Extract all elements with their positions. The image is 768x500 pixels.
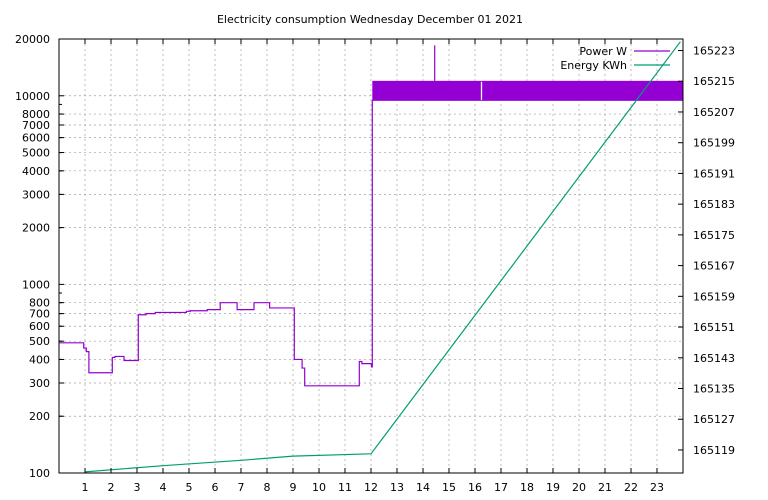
x-tick-label: 12: [364, 481, 378, 494]
y2-tick-label: 165191: [693, 167, 735, 180]
legend-label: Energy KWh: [560, 59, 627, 72]
x-tick-label: 7: [238, 481, 245, 494]
y-tick-label: 1000: [22, 278, 50, 291]
y-tick-label: 5000: [22, 147, 50, 160]
x-tick-label: 5: [186, 481, 193, 494]
x-tick-label: 22: [624, 481, 638, 494]
x-tick-label: 11: [338, 481, 352, 494]
y2-tick-label: 165183: [693, 198, 735, 211]
chart-title: Electricity consumption Wednesday Decemb…: [217, 13, 523, 26]
x-tick-label: 19: [546, 481, 560, 494]
power-band-fill: [372, 80, 683, 101]
x-tick-label: 15: [442, 481, 456, 494]
y2-tick-label: 165215: [693, 75, 735, 88]
series-line-energy-kwh: [84, 41, 681, 473]
y-tick-label: 400: [29, 353, 50, 366]
y-tick-label: 200: [29, 410, 50, 423]
y-axis-right: 165119 165127 165135 165143 165151 165159 1651…: [678, 45, 735, 457]
x-tick-label: 23: [650, 481, 664, 494]
power-band: [372, 45, 683, 101]
x-tick-label: 14: [416, 481, 430, 494]
y2-tick-label: 165167: [693, 260, 735, 273]
x-tick-label: 10: [312, 481, 326, 494]
y-tick-label: 3000: [22, 188, 50, 201]
x-tick-label: 16: [468, 481, 482, 494]
legend-label: Power W: [579, 45, 627, 58]
x-tick-label: 9: [290, 481, 297, 494]
x-tick-label: 20: [572, 481, 586, 494]
series-line-power-w: [59, 99, 373, 387]
x-tick-label: 1: [82, 481, 89, 494]
y-tick-label: 6000: [22, 132, 50, 145]
x-tick-label: 21: [598, 481, 612, 494]
grid: [59, 39, 683, 473]
y-tick-label: 800: [29, 297, 50, 310]
y-tick-label: 600: [29, 320, 50, 333]
x-tick-label: 18: [520, 481, 534, 494]
x-tick-label: 13: [390, 481, 404, 494]
y2-tick-label: 165119: [693, 444, 735, 457]
y-tick-label: 7000: [22, 119, 50, 132]
y2-tick-label: 165143: [693, 352, 735, 365]
x-tick-label: 4: [160, 481, 167, 494]
y-tick-label: 4000: [22, 165, 50, 178]
y-tick-label: 700: [29, 308, 50, 321]
x-tick-label: 3: [134, 481, 141, 494]
y2-tick-label: 165223: [693, 45, 735, 58]
y2-tick-label: 165199: [693, 137, 735, 150]
y-tick-label: 8000: [22, 108, 50, 121]
y-tick-label: 300: [29, 377, 50, 390]
y2-tick-label: 165207: [693, 106, 735, 119]
series-group: [59, 41, 681, 473]
x-tick-label: 6: [212, 481, 219, 494]
y-tick-label: 100: [29, 467, 50, 480]
y2-tick-label: 165135: [693, 383, 735, 396]
y-tick-label: 2000: [22, 222, 50, 235]
x-tick-label: 8: [264, 481, 271, 494]
x-tick-label: 17: [494, 481, 508, 494]
x-tick-label: 2: [108, 481, 115, 494]
y2-tick-label: 165127: [693, 413, 735, 426]
y-tick-label: 500: [29, 335, 50, 348]
x-axis: 1 2 3 4 5 6 7 8 9 10 11 12 13 14 15 16 17 18 19 20 21 22 23: [82, 39, 664, 494]
y2-tick-label: 165175: [693, 229, 735, 242]
y-tick-label: 20000: [15, 33, 50, 46]
y-tick-label: 10000: [15, 90, 50, 103]
y2-tick-label: 165159: [693, 290, 735, 303]
y2-tick-label: 165151: [693, 321, 735, 334]
